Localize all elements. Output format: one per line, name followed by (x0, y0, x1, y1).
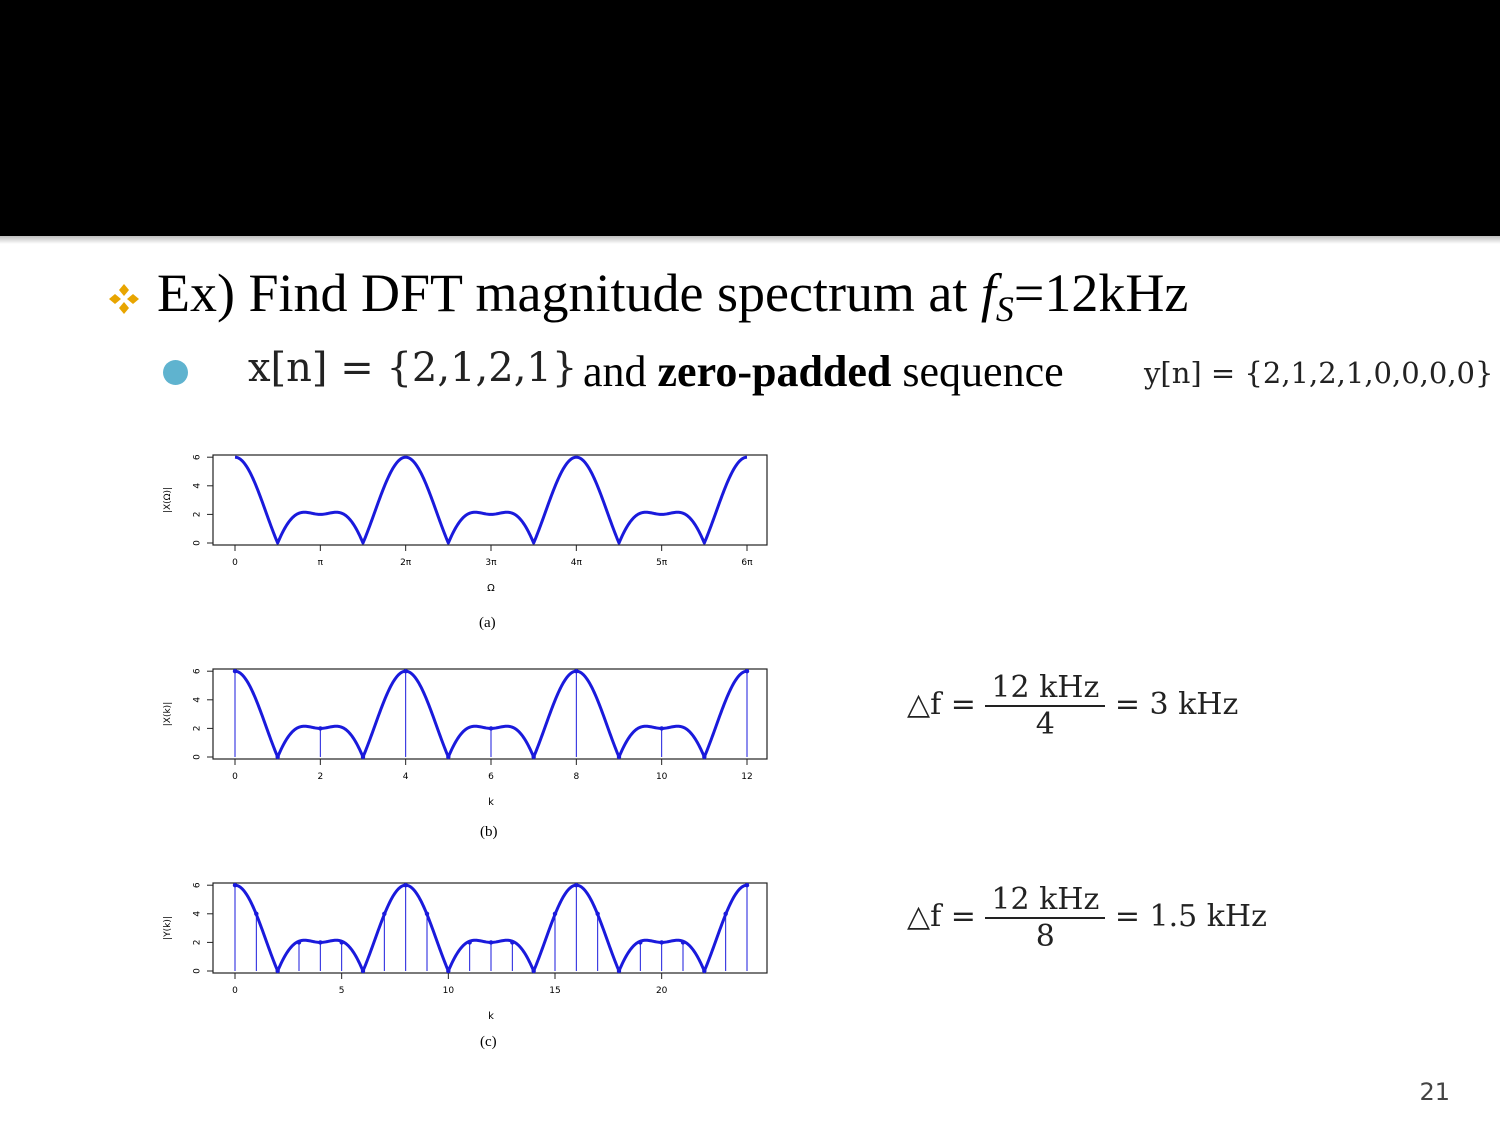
x-tick-label: 8 (573, 772, 579, 782)
page-number: 21 (1419, 1078, 1450, 1106)
stem-point (403, 883, 408, 888)
stem-point (616, 754, 622, 760)
delta-f-equation-2: △f = 12 kHz 8 = 1.5 kHz (907, 882, 1267, 954)
stem-point (659, 940, 664, 945)
stem-point (638, 940, 643, 945)
stem-point (723, 911, 728, 916)
stem-point (318, 726, 323, 731)
stem-point (275, 968, 280, 974)
magnitude-curve (234, 455, 748, 545)
x-tick-label: 20 (656, 986, 668, 996)
y-axis-label: |X(k)| (163, 702, 173, 726)
y-sequence: y[n] = {2,1,2,1,0,0,0,0} (1144, 356, 1494, 390)
stem-point (254, 911, 259, 916)
stem-point (360, 968, 366, 974)
stem-point (574, 669, 579, 674)
stem-point (702, 754, 707, 760)
x-tick-label: π (318, 558, 324, 568)
x-tick-label: 12 (741, 772, 752, 782)
stem-point (680, 940, 686, 945)
stem-point (552, 911, 558, 916)
stem-point (275, 754, 280, 760)
bullet-heading: Ex) Find DFT magnitude spectrum at fS=12… (157, 263, 1189, 329)
x-tick-label: 4 (403, 772, 409, 782)
x-tick-label: 6 (488, 772, 494, 782)
stem-point (531, 968, 536, 974)
stem-point (659, 726, 664, 731)
x-tick-label: 5π (656, 558, 668, 568)
sequence-text: and zero-padded sequence (583, 347, 1064, 396)
circle-bullet-icon (163, 360, 188, 385)
y-tick-label: 6 (193, 668, 203, 674)
stem-point (318, 940, 323, 945)
stem-point (232, 669, 238, 674)
y-axis-label: |Y(k)| (163, 916, 173, 940)
y-tick-label: 2 (193, 940, 203, 946)
plot-frame (212, 882, 768, 974)
y-tick-label: 4 (193, 483, 203, 489)
stem-point (446, 968, 451, 974)
x-sequence: x[n] = {2,1,2,1} (248, 345, 578, 391)
x-tick-label: 15 (549, 986, 560, 996)
stem-point (382, 911, 387, 916)
y-tick-label: 0 (193, 540, 203, 546)
x-axis-label: Ω (487, 583, 495, 594)
x-tick-label: 6π (741, 558, 753, 568)
y-tick-label: 6 (193, 882, 203, 888)
x-tick-label: 0 (232, 558, 238, 568)
plot-frame (212, 668, 768, 760)
stem-point (360, 754, 366, 760)
caption-a: (a) (479, 615, 496, 631)
x-axis-label: k (488, 1011, 494, 1022)
title-divider (0, 236, 1500, 244)
y-axis-label: |X(Ω)| (163, 487, 173, 513)
y-tick-label: 2 (193, 512, 203, 518)
stem-point (574, 883, 579, 888)
stem-point (616, 968, 622, 974)
stem-point (467, 940, 472, 945)
caption-b: (b) (480, 824, 498, 840)
stem-point (424, 911, 430, 916)
plot-a: 0 2 4 6 |X(Ω)| 0 π 2π 3π 4π 5π 6π Ω (163, 454, 768, 594)
stem-point (296, 940, 302, 945)
stem-point (339, 940, 344, 945)
title-bar (0, 0, 1500, 236)
stem-point (446, 754, 451, 760)
stem-point (232, 883, 238, 888)
stem-point (488, 726, 494, 731)
stem-point (531, 754, 536, 760)
plot-b: 0 2 4 6 |X(k)| 0 2 4 6 8 10 12 k (163, 668, 768, 808)
delta-f-equation-1: △f = 12 kHz 4 = 3 kHz (907, 670, 1239, 742)
x-axis-label: k (488, 797, 494, 808)
stem-point (702, 968, 707, 974)
stem-point (744, 669, 750, 674)
y-tick-label: 4 (193, 697, 203, 703)
diamond-bullet-icon (109, 284, 139, 314)
caption-c: (c) (480, 1034, 497, 1050)
x-tick-label: 2 (317, 772, 323, 782)
plot-frame (212, 454, 768, 546)
x-tick-label: 10 (656, 772, 668, 782)
plot-c: 0 2 4 6 |Y(k)| 0 5 10 15 20 k (163, 882, 768, 1022)
stem-point (510, 940, 515, 945)
x-tick-label: 5 (339, 986, 345, 996)
stem-point (595, 911, 600, 916)
y-tick-label: 0 (193, 754, 203, 760)
y-tick-label: 4 (193, 911, 203, 917)
x-tick-label: 10 (443, 986, 455, 996)
x-tick-label: 0 (232, 772, 238, 782)
x-tick-label: 2π (400, 558, 412, 568)
y-tick-label: 6 (193, 454, 203, 460)
x-tick-label: 0 (232, 986, 238, 996)
stem-point (744, 883, 750, 888)
stem-point (488, 940, 494, 945)
x-tick-label: 4π (571, 558, 583, 568)
stem-point (403, 669, 408, 674)
x-tick-label: 3π (485, 558, 497, 568)
y-tick-label: 0 (193, 968, 203, 974)
y-tick-label: 2 (193, 726, 203, 732)
